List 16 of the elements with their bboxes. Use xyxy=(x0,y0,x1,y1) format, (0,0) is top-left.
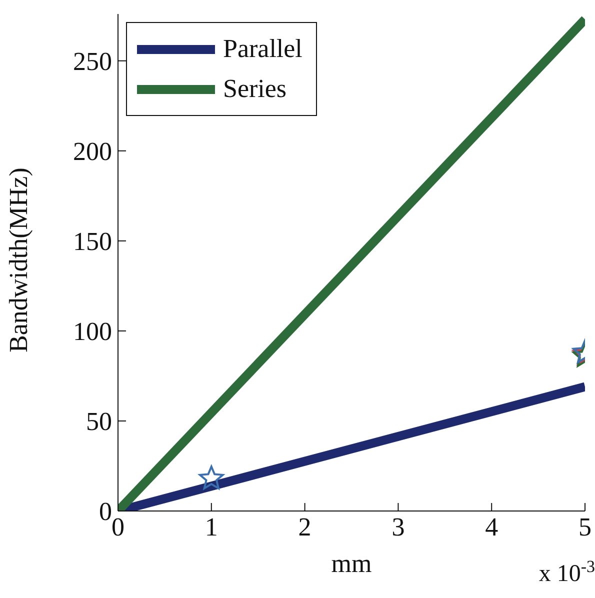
y-tick-label: 200 xyxy=(73,137,112,166)
legend-label: Parallel xyxy=(223,34,302,64)
x-tick-label: 1 xyxy=(204,512,218,542)
x-tick-label: 3 xyxy=(392,512,405,542)
y-tick-label: 150 xyxy=(73,227,112,256)
x-axis-title: mm xyxy=(331,549,372,578)
x-tick-label: 2 xyxy=(298,512,312,542)
legend-label: Series xyxy=(223,74,287,104)
text: x 10$^{-3}$ xyxy=(538,557,595,587)
y-tick-label: 50 xyxy=(86,407,112,436)
x-tick-label: 4 xyxy=(485,512,498,542)
y-tick-label: 100 xyxy=(73,317,112,346)
point xyxy=(198,466,224,490)
y-axis-title: Bandwidth(MHz) xyxy=(4,168,34,352)
y-tick-label: 250 xyxy=(73,47,112,76)
x-tick-label: 5 xyxy=(578,512,592,542)
